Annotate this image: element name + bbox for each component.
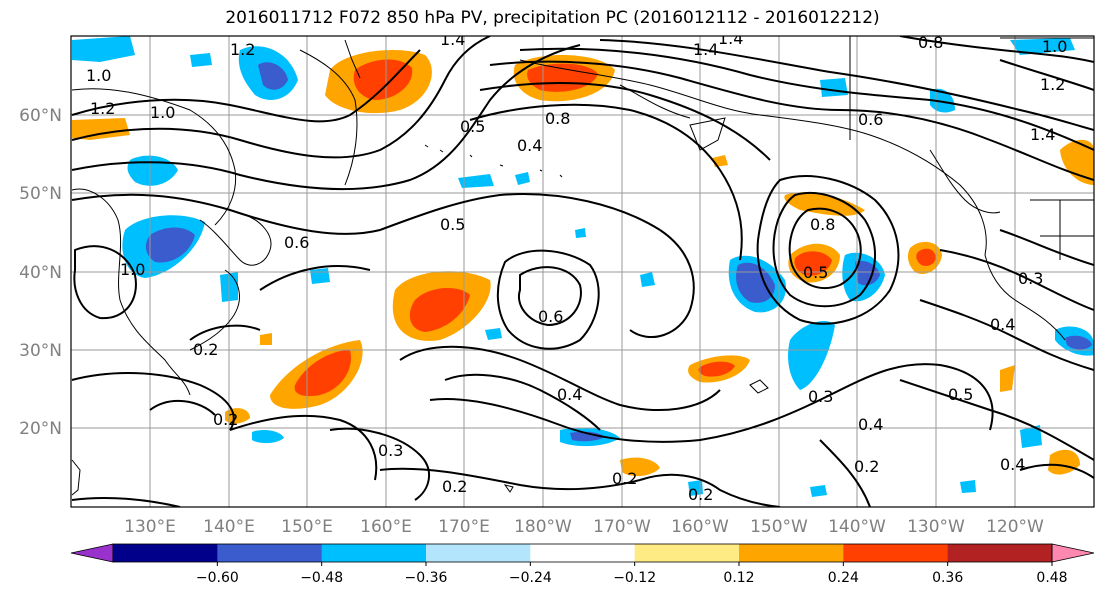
colorbar-extend-low xyxy=(70,543,114,563)
longitude-labels: 130°E 140°E 150°E 160°E 170°E 180°W 170°… xyxy=(124,517,1044,537)
lon-label: 140°W xyxy=(828,517,886,537)
contour-labels: 1.2 1.0 1.0 1.2 1.4 0.5 0.8 0.4 0.5 0.6 … xyxy=(86,29,1067,504)
colorbar-tick-label: 0.12 xyxy=(723,570,754,586)
precipitation-shading xyxy=(72,36,1094,497)
colorbar-swatch xyxy=(739,544,844,562)
contour-label: 0.4 xyxy=(557,385,582,404)
contour-label: 1.4 xyxy=(718,29,743,48)
lon-label: 180°W xyxy=(514,517,572,537)
contour-label: 0.4 xyxy=(1000,455,1025,474)
contour-label: 1.4 xyxy=(440,30,465,49)
colorbar-tick-label: −0.24 xyxy=(509,570,552,586)
contour-label: 0.3 xyxy=(808,387,833,406)
contour-label: 0.6 xyxy=(284,233,309,252)
contour-label: 1.0 xyxy=(120,260,145,279)
lat-label: 50°N xyxy=(19,184,62,204)
lon-label: 130°E xyxy=(124,517,176,537)
lon-label: 170°W xyxy=(593,517,651,537)
colorbar-swatch xyxy=(321,544,427,562)
pv-contours xyxy=(71,36,1094,507)
contour-label: 0.3 xyxy=(1018,269,1043,288)
contour-label: 0.3 xyxy=(378,441,403,460)
contour-label: 1.2 xyxy=(230,40,255,59)
contour-label: 1.2 xyxy=(1040,75,1065,94)
contour-label: 0.5 xyxy=(460,117,485,136)
contour-label: 0.2 xyxy=(193,340,218,359)
contour-label: 1.0 xyxy=(150,103,175,122)
colorbar-tick-label: −0.60 xyxy=(196,570,239,586)
colorbar-swatch xyxy=(530,544,636,562)
colorbar-tick-label: −0.12 xyxy=(613,570,656,586)
contour-label: 0.2 xyxy=(612,469,637,488)
lon-label: 170°E xyxy=(438,517,490,537)
lon-label: 140°E xyxy=(203,517,255,537)
colorbar-swatch xyxy=(947,544,1053,562)
lon-label: 150°W xyxy=(750,517,808,537)
contour-label: 1.2 xyxy=(90,99,115,118)
contour-label: 0.5 xyxy=(440,215,465,234)
lon-label: 160°W xyxy=(671,517,729,537)
contour-label: 0.2 xyxy=(688,485,713,504)
colorbar-swatch xyxy=(426,544,531,562)
contour-label: 1.0 xyxy=(1042,37,1067,56)
lon-label: 150°E xyxy=(281,517,333,537)
lon-label: 120°W xyxy=(986,517,1044,537)
lat-label: 60°N xyxy=(19,106,62,126)
colorbar-tick-label: 0.48 xyxy=(1036,570,1067,586)
contour-label: 0.8 xyxy=(545,109,570,128)
map-frame xyxy=(70,35,1095,508)
colorbar-swatch xyxy=(113,544,218,562)
contour-label: 0.4 xyxy=(990,315,1015,334)
contour-label: 0.8 xyxy=(918,33,943,52)
colorbar-tick-label: 0.24 xyxy=(828,570,859,586)
colorbar-tick-label: −0.36 xyxy=(405,570,448,586)
colorbar-tick-label: −0.48 xyxy=(300,570,343,586)
contour-label: 0.2 xyxy=(442,477,467,496)
latitude-labels: 60°N 50°N 40°N 30°N 20°N xyxy=(19,106,62,439)
colorbar-border xyxy=(112,543,1053,563)
contour-label: 1.0 xyxy=(86,66,111,85)
contour-label: 0.6 xyxy=(858,110,883,129)
contour-label: 0.5 xyxy=(948,385,973,404)
contour-label: 1.4 xyxy=(693,40,718,59)
contour-label: 0.2 xyxy=(213,410,238,429)
colorbar-swatch xyxy=(634,544,740,562)
lon-label: 160°E xyxy=(360,517,412,537)
contour-label: 1.4 xyxy=(1030,125,1055,144)
contour-label: 0.5 xyxy=(803,263,828,282)
colorbar-swatch xyxy=(217,544,323,562)
colorbar-swatch xyxy=(843,544,949,562)
contour-label: 0.4 xyxy=(858,415,883,434)
lon-label: 130°W xyxy=(907,517,965,537)
contour-label: 0.2 xyxy=(854,457,879,476)
contour-label: 0.8 xyxy=(810,215,835,234)
map-title: 2016011712 F072 850 hPa PV, precipitatio… xyxy=(225,8,880,28)
lat-label: 20°N xyxy=(19,419,62,439)
colorbar: −0.60 −0.48 −0.36 −0.24 −0.12 0.12 0.24 0.36 0.4… xyxy=(70,543,1095,586)
contour-label: 0.6 xyxy=(538,307,563,326)
lat-label: 30°N xyxy=(19,341,62,361)
colorbar-tick-label: 0.36 xyxy=(932,570,963,586)
lat-label: 40°N xyxy=(19,263,62,283)
colorbar-extend-high xyxy=(1051,543,1095,563)
contour-label: 0.4 xyxy=(517,136,542,155)
